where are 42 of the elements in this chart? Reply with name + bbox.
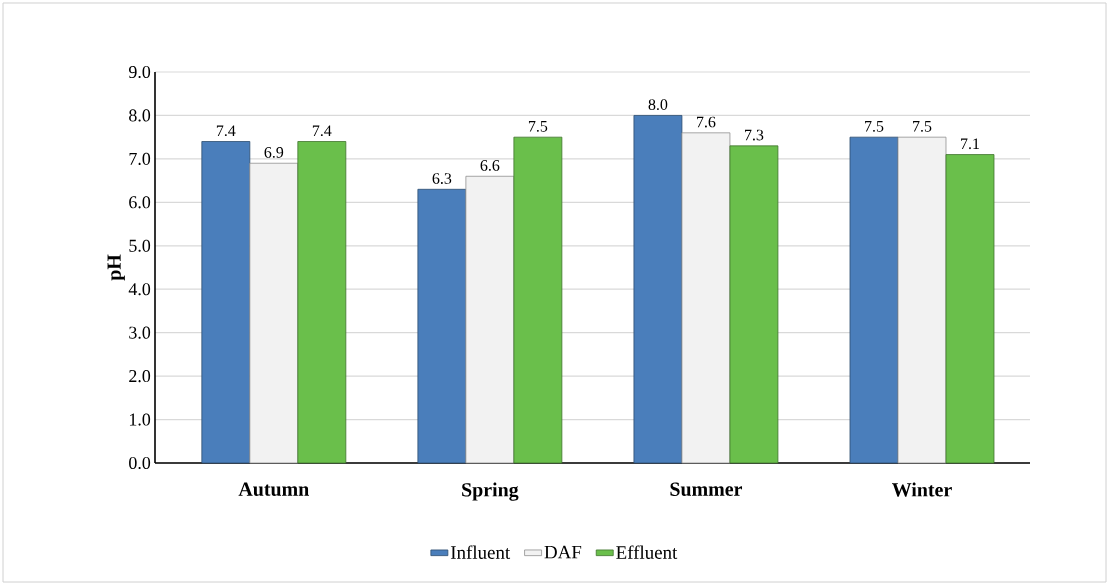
x-tick-label: Winter xyxy=(892,482,952,497)
bar xyxy=(417,188,467,464)
bar xyxy=(945,154,995,464)
x-tick-label: Autumn xyxy=(238,482,309,496)
legend-label: Influent xyxy=(450,545,511,559)
data-label: 7.3 xyxy=(745,129,764,141)
y-tick-label: 9.0 xyxy=(128,65,151,79)
bar xyxy=(249,162,299,464)
y-tick-label: 7.0 xyxy=(129,152,151,165)
data-label: 7.5 xyxy=(865,121,884,132)
x-tick-label: Summer xyxy=(670,482,743,496)
data-label: 6.9 xyxy=(264,147,284,158)
y-tick-label: 3.0 xyxy=(129,326,151,339)
data-label: 7.6 xyxy=(697,116,716,128)
bar xyxy=(201,141,251,464)
bar xyxy=(729,145,779,464)
y-tick-label: 8.0 xyxy=(129,109,151,122)
y-tick-label: 0.0 xyxy=(129,456,151,470)
y-tick-label: 1.0 xyxy=(129,413,151,426)
y-tick-label: 4.0 xyxy=(128,283,151,296)
bar xyxy=(297,141,347,464)
y-tick-label: 5.0 xyxy=(129,239,151,252)
y-tick-label: 2.0 xyxy=(129,370,151,383)
bar xyxy=(513,136,563,464)
data-label: 6.6 xyxy=(480,160,500,171)
bar xyxy=(633,115,683,464)
bar xyxy=(849,136,899,464)
y-axis-title: pH xyxy=(107,254,125,281)
data-label: 7.1 xyxy=(961,138,979,150)
data-label: 7.4 xyxy=(216,125,236,137)
legend-label: Effluent xyxy=(616,545,678,559)
data-label: 8.0 xyxy=(648,99,668,111)
data-label: 7.5 xyxy=(913,121,932,132)
y-tick-label: 6.0 xyxy=(129,196,151,209)
bar xyxy=(465,175,515,464)
legend-label: DAF xyxy=(544,545,582,559)
x-tick-label: Spring xyxy=(462,482,519,501)
bar xyxy=(897,136,947,464)
data-label: 6.3 xyxy=(432,173,452,184)
data-label: 7.4 xyxy=(312,125,332,137)
bar xyxy=(681,132,731,464)
data-label: 7.5 xyxy=(528,121,548,132)
